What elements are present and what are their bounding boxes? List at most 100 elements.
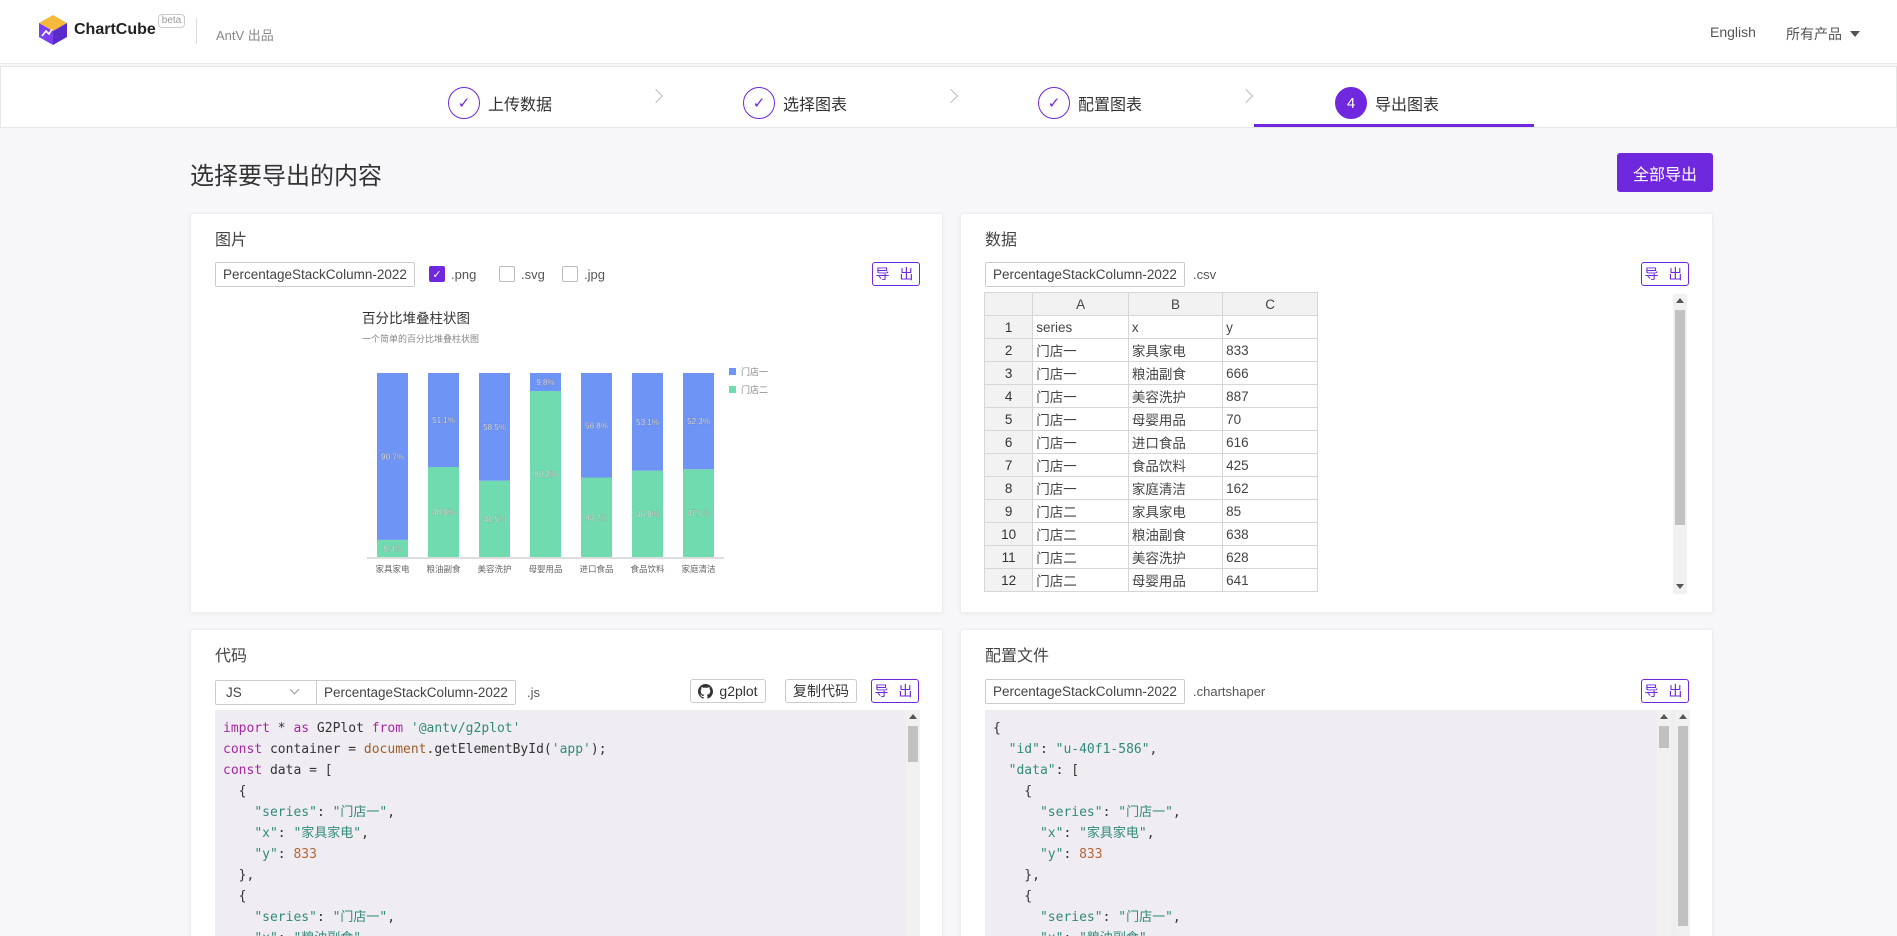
table-cell[interactable]: 门店一	[1032, 384, 1129, 408]
scroll-up-icon[interactable]	[1676, 298, 1684, 303]
export-all-button[interactable]: 全部导出	[1617, 153, 1713, 192]
table-cell[interactable]: 616	[1222, 430, 1318, 454]
step-select[interactable]: ✓ 选择图表	[743, 87, 847, 119]
image-filename-input[interactable]: PercentageStackColumn-2022	[215, 262, 415, 287]
scroll-up-icon[interactable]	[1660, 714, 1668, 719]
table-cell[interactable]: 门店二	[1032, 545, 1129, 569]
scroll-thumb[interactable]	[908, 726, 918, 762]
github-g2plot-button[interactable]: g2plot	[690, 679, 766, 703]
format-svg[interactable]: .svg	[499, 266, 545, 282]
github-label: g2plot	[719, 683, 758, 699]
scroll-thumb[interactable]	[1678, 726, 1688, 926]
chartcube-logo-icon	[39, 15, 67, 45]
row-number[interactable]: 1	[983, 315, 1034, 339]
bar-series1	[428, 373, 459, 468]
format-jpg[interactable]: .jpg	[562, 266, 605, 282]
table-cell[interactable]: 门店二	[1032, 568, 1129, 592]
step-upload[interactable]: ✓ 上传数据	[448, 87, 552, 119]
row-number[interactable]: 6	[983, 430, 1034, 454]
scroll-up-icon[interactable]	[1679, 714, 1687, 719]
code-viewer[interactable]: import * as G2Plot from '@antv/g2plot' c…	[215, 710, 920, 936]
code-scrollbar[interactable]	[906, 710, 920, 936]
export-image-button[interactable]: 导 出	[872, 262, 920, 286]
config-viewer[interactable]: { "id": "u-40f1-586", "data": [ { "serie…	[985, 710, 1690, 936]
config-scrollbar-outer[interactable]	[1676, 710, 1690, 936]
export-config-button[interactable]: 导 出	[1641, 679, 1689, 703]
card-title: 代码	[215, 648, 248, 665]
table-cell[interactable]: 638	[1222, 522, 1318, 546]
table-cell[interactable]: y	[1222, 315, 1318, 339]
products-menu[interactable]: 所有产品	[1786, 24, 1860, 44]
row-number[interactable]: 5	[983, 407, 1034, 431]
bar-series2	[632, 470, 663, 557]
data-label: 58.5%	[483, 423, 506, 432]
table-row: 5 门店一 母婴用品 70	[983, 407, 1318, 431]
row-number[interactable]: 8	[983, 476, 1034, 500]
table-cell[interactable]: 家具家电	[1127, 338, 1224, 362]
export-data-button[interactable]: 导 出	[1641, 262, 1689, 286]
table-cell[interactable]: 进口食品	[1127, 430, 1224, 454]
table-cell[interactable]: 门店一	[1032, 476, 1129, 500]
code-filename-input[interactable]: PercentageStackColumn-2022	[316, 680, 516, 705]
table-cell[interactable]: 门店一	[1032, 453, 1129, 477]
language-link[interactable]: English	[1710, 24, 1756, 40]
table-cell[interactable]: 家具家电	[1127, 499, 1224, 523]
table-cell[interactable]: 粮油副食	[1127, 522, 1224, 546]
row-number[interactable]: 12	[983, 568, 1034, 592]
column-header[interactable]: C	[1222, 292, 1318, 316]
table-cell[interactable]: 母婴用品	[1127, 407, 1224, 431]
table-cell[interactable]: 641	[1222, 568, 1318, 592]
table-cell[interactable]: 美容洗护	[1127, 545, 1224, 569]
step-config[interactable]: ✓ 配置图表	[1038, 87, 1142, 119]
row-number[interactable]: 3	[983, 361, 1034, 385]
copy-code-button[interactable]: 复制代码	[785, 679, 857, 703]
table-cell[interactable]: 母婴用品	[1127, 568, 1224, 592]
scroll-down-icon[interactable]	[1676, 584, 1684, 589]
config-filename-input[interactable]: PercentageStackColumn-2022	[985, 679, 1185, 704]
table-cell[interactable]: 887	[1222, 384, 1318, 408]
code-card: 代码 JS PercentageStackColumn-2022 .js g2p…	[190, 629, 943, 936]
table-cell[interactable]: 425	[1222, 453, 1318, 477]
step-export[interactable]: 4 导出图表	[1335, 87, 1439, 119]
table-cell[interactable]: 70	[1222, 407, 1318, 431]
table-cell[interactable]: 门店一	[1032, 407, 1129, 431]
table-cell[interactable]: series	[1032, 315, 1129, 339]
export-code-button[interactable]: 导 出	[871, 679, 919, 703]
row-number[interactable]: 11	[983, 545, 1034, 569]
row-number[interactable]: 9	[983, 499, 1034, 523]
table-cell[interactable]: x	[1127, 315, 1224, 339]
row-number[interactable]: 4	[983, 384, 1034, 408]
active-step-indicator	[1254, 124, 1534, 127]
table-cell[interactable]: 门店一	[1032, 430, 1129, 454]
table-cell[interactable]: 门店二	[1032, 522, 1129, 546]
row-number[interactable]: 2	[983, 338, 1034, 362]
table-cell[interactable]: 美容洗护	[1127, 384, 1224, 408]
data-scrollbar[interactable]	[1673, 294, 1687, 594]
table-cell[interactable]: 食品饮料	[1127, 453, 1224, 477]
check-icon: ✓	[1038, 87, 1070, 119]
table-cell[interactable]: 门店二	[1032, 499, 1129, 523]
scroll-up-icon[interactable]	[909, 714, 917, 719]
format-png[interactable]: ✓ .png	[429, 266, 476, 282]
scroll-thumb[interactable]	[1659, 726, 1669, 748]
row-number[interactable]: 10	[983, 522, 1034, 546]
row-number[interactable]: 7	[983, 453, 1034, 477]
table-cell[interactable]: 85	[1222, 499, 1318, 523]
table-cell[interactable]: 628	[1222, 545, 1318, 569]
language-select[interactable]: JS	[215, 680, 317, 705]
config-scrollbar[interactable]	[1657, 710, 1671, 936]
table-cell[interactable]: 833	[1222, 338, 1318, 362]
scroll-thumb[interactable]	[1675, 310, 1685, 525]
table-cell[interactable]: 162	[1222, 476, 1318, 500]
column-header[interactable]: B	[1127, 292, 1224, 316]
table-cell[interactable]: 666	[1222, 361, 1318, 385]
top-header: ChartCube beta AntV 出品 English 所有产品	[0, 0, 1897, 64]
data-label: 43.2%	[585, 513, 608, 522]
table-cell[interactable]: 家庭清洁	[1127, 476, 1224, 500]
table-cell[interactable]: 门店一	[1032, 338, 1129, 362]
table-cell[interactable]: 门店一	[1032, 361, 1129, 385]
logo[interactable]: ChartCube beta	[38, 14, 186, 46]
data-filename-input[interactable]: PercentageStackColumn-2022	[985, 262, 1185, 287]
column-header[interactable]: A	[1032, 292, 1129, 316]
table-cell[interactable]: 粮油副食	[1127, 361, 1224, 385]
